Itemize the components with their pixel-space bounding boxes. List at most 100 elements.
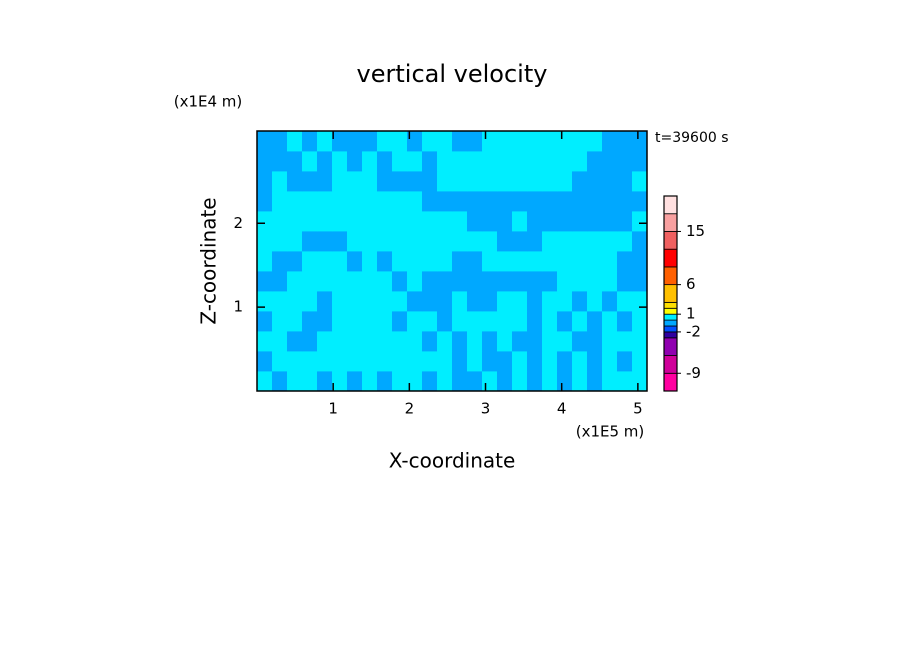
contour-cell: [272, 331, 288, 352]
x-tick-label: 2: [405, 400, 415, 418]
contour-cell: [272, 191, 288, 212]
contour-cell: [557, 311, 573, 332]
contour-cell: [257, 211, 273, 232]
contour-cell: [587, 231, 603, 252]
contour-cell: [602, 251, 618, 272]
contour-cell: [542, 131, 558, 152]
colorbar-band: [663, 231, 678, 250]
contour-cell: [287, 351, 303, 372]
contour-cell: [302, 351, 318, 372]
contour-cell: [617, 151, 633, 172]
contour-cell: [347, 251, 363, 272]
contour-cell: [617, 331, 633, 352]
contour-cell: [407, 311, 423, 332]
contour-cell: [347, 271, 363, 292]
contour-cell: [497, 291, 513, 312]
x-tick-label: 5: [633, 400, 643, 418]
contour-cell: [557, 291, 573, 312]
contour-cell: [377, 271, 393, 292]
contour-cell: [527, 311, 543, 332]
contour-cell: [407, 171, 423, 192]
colorbar-band: [663, 337, 678, 356]
contour-cell: [557, 171, 573, 192]
contour-cell: [257, 191, 273, 212]
contour-cell: [362, 251, 378, 272]
contour-cell: [287, 171, 303, 192]
contour-cell: [512, 231, 528, 252]
contour-cell: [362, 351, 378, 372]
contour-cell: [362, 331, 378, 352]
colorbar-band: [663, 355, 678, 374]
contour-cell: [317, 231, 333, 252]
contour-cell: [467, 131, 483, 152]
contour-cell: [572, 291, 588, 312]
contour-cell: [497, 171, 513, 192]
contour-cell: [572, 251, 588, 272]
contour-cell: [347, 351, 363, 372]
contour-cell: [332, 171, 348, 192]
x-tick-label: 4: [557, 400, 567, 418]
contour-cell: [557, 371, 573, 392]
contour-cell: [302, 291, 318, 312]
contour-cell: [392, 331, 408, 352]
contour-cell: [527, 131, 543, 152]
contour-cell: [452, 191, 468, 212]
contour-cell: [392, 371, 408, 392]
contour-cell: [482, 311, 498, 332]
x-axis-label: X-coordinate: [389, 449, 516, 473]
contour-cell: [512, 211, 528, 232]
contour-cell: [557, 271, 573, 292]
contour-cell: [347, 131, 363, 152]
contour-cell: [527, 231, 543, 252]
contour-cell: [437, 291, 453, 312]
contour-cell: [347, 211, 363, 232]
contour-cell: [347, 311, 363, 332]
contour-cell: [572, 171, 588, 192]
contour-cell: [512, 271, 528, 292]
plot-frame: [256, 130, 648, 392]
contour-cell: [467, 331, 483, 352]
contour-cell: [587, 211, 603, 232]
contour-cell: [437, 251, 453, 272]
contour-cell: [392, 171, 408, 192]
y-tick-label: 1: [233, 298, 243, 316]
contour-cell: [587, 271, 603, 292]
contour-cell: [527, 351, 543, 372]
contour-cell: [302, 211, 318, 232]
contour-cell: [527, 191, 543, 212]
colorbar-band: [663, 319, 678, 327]
contour-cell: [437, 131, 453, 152]
contour-cell: [482, 251, 498, 272]
contour-cell: [407, 131, 423, 152]
colorbar-band: [663, 325, 678, 333]
contour-cell: [287, 131, 303, 152]
contour-cell: [347, 291, 363, 312]
contour-cell: [332, 151, 348, 172]
contour-cell: [422, 291, 438, 312]
contour-cell: [617, 231, 633, 252]
contour-cell: [467, 351, 483, 372]
contour-cell: [602, 291, 618, 312]
contour-cell: [392, 151, 408, 172]
contour-cell: [467, 231, 483, 252]
contour-cell: [617, 131, 633, 152]
contour-cell: [287, 251, 303, 272]
contour-cell: [542, 291, 558, 312]
contour-cell: [512, 291, 528, 312]
contour-cell: [542, 271, 558, 292]
contour-cell: [257, 351, 273, 372]
contour-cell: [617, 311, 633, 332]
contour-cell: [362, 231, 378, 252]
contour-cell: [602, 211, 618, 232]
contour-cell: [497, 251, 513, 272]
contour-cell: [542, 251, 558, 272]
contour-cell: [497, 311, 513, 332]
contour-cell: [407, 151, 423, 172]
contour-cell: [257, 311, 273, 332]
contour-cell: [437, 211, 453, 232]
contour-cell: [422, 131, 438, 152]
contour-cell: [377, 351, 393, 372]
contour-cell: [332, 131, 348, 152]
contour-cell: [482, 271, 498, 292]
contour-cell: [347, 231, 363, 252]
